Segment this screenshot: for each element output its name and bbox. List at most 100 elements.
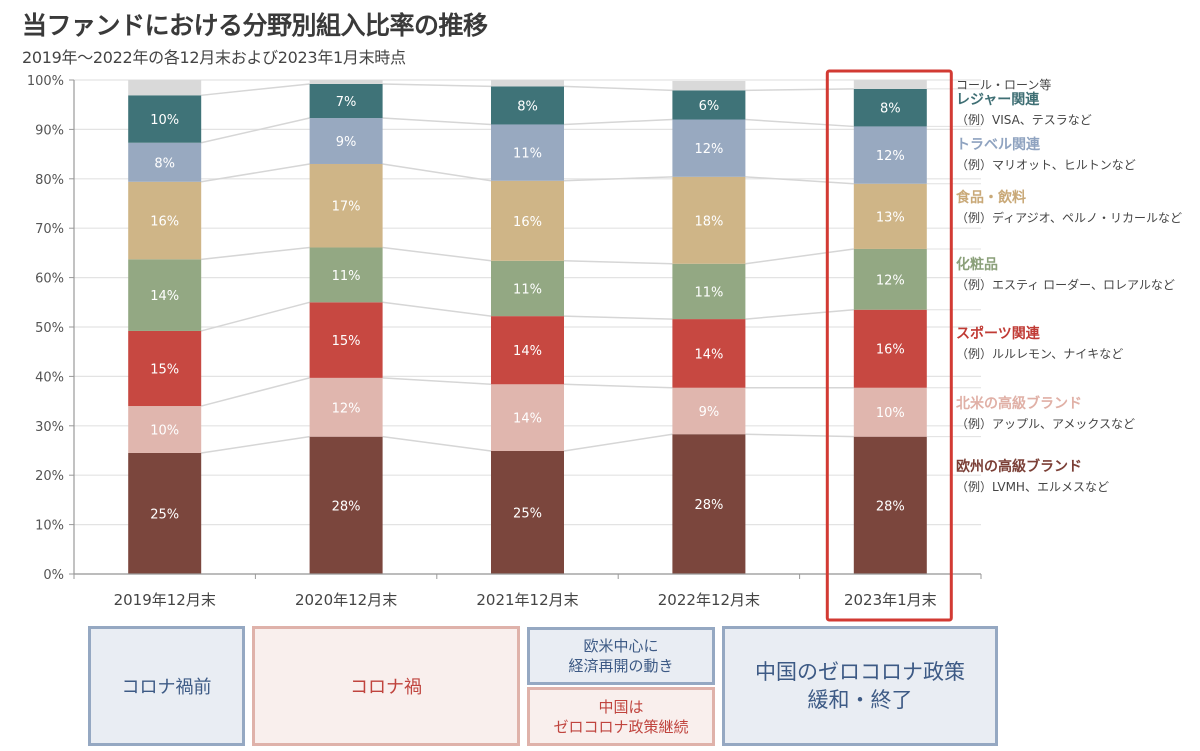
period-label: 中国のゼロコロナ政策 緩和・終了	[755, 660, 965, 712]
bar-segment	[128, 259, 202, 331]
bar-segment	[128, 330, 202, 407]
bar-segment	[853, 126, 927, 184]
data-label: 8%	[154, 156, 175, 171]
bar-segment	[672, 119, 746, 177]
bar-segment	[491, 80, 564, 87]
bar-segment	[853, 80, 927, 89]
connector-line	[563, 176, 673, 182]
connector-line	[201, 163, 310, 183]
legend-label: スポーツ関連	[956, 326, 1040, 342]
connector-line	[563, 433, 673, 452]
data-label: 9%	[699, 405, 720, 420]
legend-item-sports: スポーツ関連 （例）ルルレモン、ナイキなど	[956, 326, 1123, 362]
connector-line	[745, 248, 854, 265]
connector-line	[201, 435, 310, 454]
legend-label: 食品・飲料	[956, 190, 1026, 206]
bar-segment	[672, 176, 746, 264]
period-label: 欧米中心に 経済再開の動き	[568, 637, 674, 675]
legend-label: トラベル関連	[956, 137, 1040, 153]
y-tick-label: 80%	[35, 173, 64, 188]
connector-lines	[201, 83, 981, 454]
period-box-china-zero-covid: 中国は ゼロコロナ政策継続	[527, 687, 715, 746]
bar-segment	[128, 452, 202, 574]
connector-line	[382, 163, 492, 182]
bar-segment	[491, 316, 564, 385]
connector-line	[745, 433, 854, 438]
connector-line	[201, 83, 310, 97]
bar-segment	[853, 183, 927, 249]
bar-segment	[491, 86, 564, 125]
y-tick-label: 40%	[35, 370, 64, 385]
bar-segment	[491, 450, 564, 574]
bar-segment	[309, 80, 383, 84]
data-label: 25%	[150, 507, 179, 522]
data-label: 15%	[332, 334, 361, 349]
y-tick-label: 70%	[35, 222, 64, 237]
data-label: 14%	[513, 412, 542, 427]
bar-segment	[672, 263, 746, 320]
data-label: 10%	[876, 406, 905, 421]
data-label: 13%	[876, 210, 905, 225]
bar-segment	[853, 387, 927, 437]
period-label: コロナ禍前	[121, 677, 212, 698]
data-label: 25%	[513, 506, 542, 521]
data-label: 17%	[332, 200, 361, 215]
legend-item-na-luxury: 北米の高級ブランド （例）アップル、アメックスなど	[956, 396, 1135, 432]
connector-line	[382, 117, 492, 126]
chart-title: 当ファンドにおける分野別組入比率の推移	[22, 11, 488, 40]
period-box-china-reopening: 中国のゼロコロナ政策 緩和・終了	[722, 626, 998, 746]
chart-subtitle: 2019年～2022年の各12月末および2023年1月末時点	[22, 48, 406, 67]
bar-segment	[309, 377, 383, 437]
bar-segment	[491, 260, 564, 317]
connector-line	[745, 118, 854, 128]
data-label: 7%	[336, 95, 357, 110]
data-label: 16%	[150, 215, 179, 230]
legend-example: （例）ディアジオ、ペルノ・リカールなど	[956, 211, 1182, 225]
data-label: 6%	[699, 99, 720, 114]
connector-line	[382, 301, 492, 317]
bar-segment	[491, 124, 564, 181]
connector-line	[382, 246, 492, 262]
data-label: 16%	[513, 215, 542, 230]
data-label: 11%	[332, 269, 361, 284]
y-tick-label: 20%	[35, 469, 64, 484]
y-tick-label: 60%	[35, 272, 64, 287]
connector-line	[201, 117, 310, 144]
x-tick-label: 2020年12月末	[295, 591, 397, 609]
data-label: 28%	[332, 499, 361, 514]
data-label: 28%	[694, 498, 723, 513]
y-tick-label: 100%	[27, 74, 64, 89]
connector-line	[563, 315, 673, 320]
bar-segment	[309, 247, 383, 303]
bar-segment	[672, 80, 746, 91]
connector-line	[563, 85, 673, 92]
bar-segment	[853, 309, 927, 388]
connector-line	[563, 260, 673, 265]
data-label: 8%	[517, 99, 538, 114]
legend-example: （例）ルルレモン、ナイキなど	[956, 347, 1124, 361]
data-label: 12%	[876, 273, 905, 288]
data-label: 11%	[513, 147, 542, 162]
data-label: 14%	[150, 289, 179, 304]
legend-example: （例）VISA、テスラなど	[956, 113, 1092, 127]
bar-segment	[672, 434, 746, 574]
legend-item-eu-luxury: 欧州の高級ブランド （例）LVMH、エルメスなど	[956, 459, 1109, 495]
y-tick-label: 10%	[35, 519, 64, 534]
y-tick-label: 90%	[35, 123, 64, 138]
data-label: 10%	[150, 113, 179, 128]
bar-segment	[853, 436, 927, 574]
highlight-frame	[825, 69, 953, 622]
legend-item-leisure: レジャー関連 （例）VISA、テスラなど	[956, 92, 1092, 128]
connector-line	[745, 176, 854, 185]
legend-example: （例）LVMH、エルメスなど	[956, 480, 1109, 494]
legend-label: 北米の高級ブランド	[956, 396, 1082, 412]
data-label: 14%	[513, 344, 542, 359]
connector-line	[201, 377, 310, 407]
period-box-pre-covid: コロナ禍前	[88, 626, 245, 746]
data-label: 9%	[336, 135, 357, 150]
connector-line	[382, 377, 492, 386]
x-tick-label: 2021年12月末	[476, 591, 578, 609]
data-label: 10%	[150, 424, 179, 439]
legend-example: （例）エスティ ローダー、ロレアルなど	[956, 278, 1175, 292]
